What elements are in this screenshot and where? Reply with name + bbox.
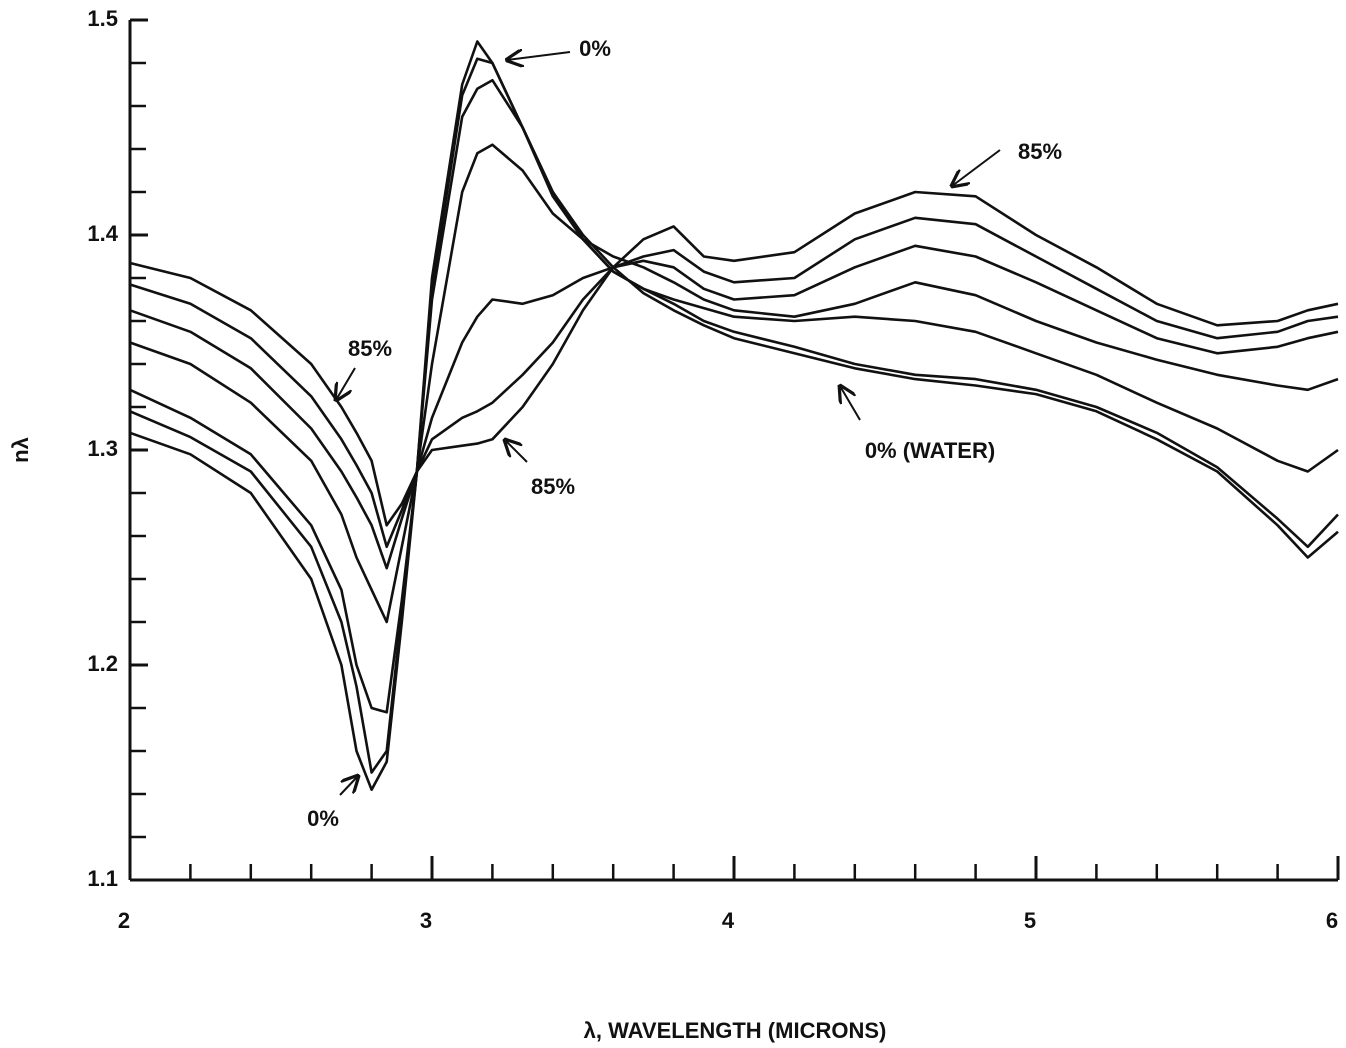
y-tick-label: 1.1 bbox=[87, 866, 118, 891]
annotation-arrow bbox=[507, 52, 571, 60]
x-tick-label: 4 bbox=[722, 908, 735, 933]
annotation: 85% bbox=[531, 474, 575, 499]
annotation: 0% (WATER) bbox=[865, 438, 995, 463]
data-line bbox=[129, 216, 1339, 549]
x-tick-label: 2 bbox=[118, 908, 130, 933]
y-tick-label: 1.5 bbox=[87, 6, 118, 31]
y-tick-label: 1.4 bbox=[87, 221, 118, 246]
data-line bbox=[129, 143, 1339, 624]
annotation: 85% bbox=[348, 336, 392, 361]
annotation-arrow bbox=[952, 149, 1001, 186]
y-tick-label: 1.3 bbox=[87, 436, 118, 461]
annotation-arrow bbox=[336, 367, 356, 400]
annotation-arrow bbox=[840, 386, 861, 421]
annotation: 0% bbox=[579, 36, 611, 61]
annotation-arrow bbox=[505, 440, 528, 463]
data-line bbox=[129, 57, 1339, 774]
x-tick-label: 3 bbox=[420, 908, 432, 933]
y-tick-label: 1.2 bbox=[87, 651, 118, 676]
data-line bbox=[129, 40, 1339, 791]
data-line bbox=[129, 244, 1339, 570]
x-tick-label: 6 bbox=[1326, 908, 1338, 933]
x-axis-label: λ, WAVELENGTH (MICRONS) bbox=[584, 1018, 887, 1043]
x-tick-label: 5 bbox=[1024, 908, 1036, 933]
annotation-arrow bbox=[339, 776, 358, 796]
data-line bbox=[129, 190, 1339, 527]
annotation: 0% bbox=[307, 806, 339, 831]
annotation: 85% bbox=[1018, 139, 1062, 164]
y-axis-label: nλ bbox=[8, 437, 33, 463]
